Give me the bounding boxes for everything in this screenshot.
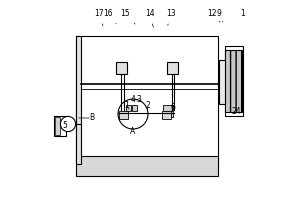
Bar: [54, 116, 66, 136]
Bar: [225, 50, 242, 112]
Text: 1: 1: [124, 102, 129, 110]
Bar: [167, 62, 178, 74]
Text: 5: 5: [62, 121, 67, 130]
Bar: [116, 62, 127, 74]
Circle shape: [118, 99, 148, 129]
Bar: [132, 105, 137, 111]
Bar: [163, 105, 172, 111]
Text: 17: 17: [94, 9, 104, 26]
Text: 13: 13: [166, 9, 176, 25]
Bar: [126, 105, 131, 111]
Bar: [76, 36, 81, 164]
Text: A: A: [130, 128, 136, 136]
Bar: [55, 117, 60, 135]
Text: 9: 9: [217, 9, 223, 22]
Bar: [119, 111, 128, 119]
Text: 14: 14: [145, 9, 155, 27]
Text: 3: 3: [136, 96, 141, 104]
Bar: [76, 156, 218, 176]
Text: 2: 2: [146, 102, 150, 110]
Bar: [225, 46, 243, 116]
Bar: [219, 60, 225, 104]
Bar: [76, 36, 218, 164]
Text: 15: 15: [120, 9, 135, 24]
Text: 1: 1: [241, 9, 245, 19]
Text: 4: 4: [130, 96, 135, 104]
Text: 6: 6: [171, 104, 176, 112]
Text: 24: 24: [231, 108, 241, 116]
Text: 16: 16: [103, 9, 116, 24]
Text: 12: 12: [207, 9, 220, 22]
Text: B: B: [89, 114, 94, 122]
Bar: [162, 111, 171, 119]
Bar: [163, 111, 172, 117]
Circle shape: [60, 116, 76, 132]
